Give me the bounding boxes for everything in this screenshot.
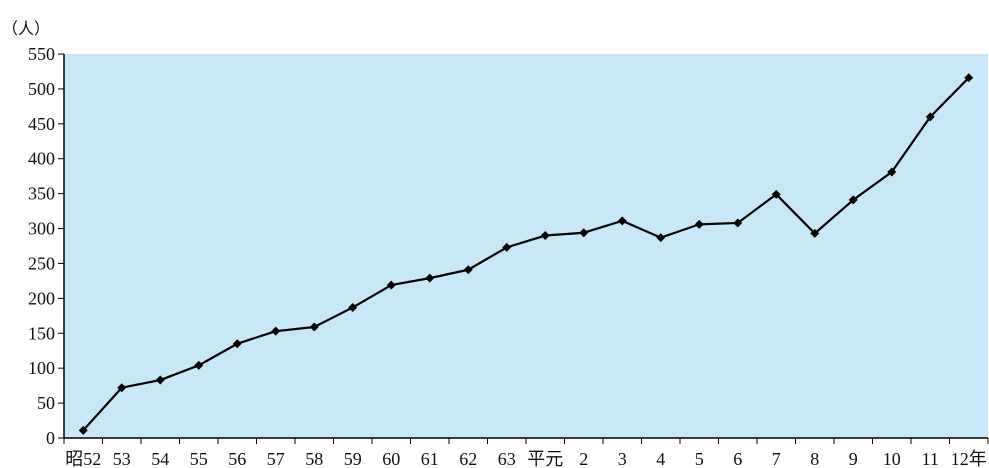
y-tick-label: 250 xyxy=(28,253,55,273)
x-tick-label: 61 xyxy=(421,449,439,468)
x-tick-label: 2 xyxy=(579,449,588,468)
data-point-marker xyxy=(694,219,704,229)
data-point-marker xyxy=(232,339,242,349)
data-point-marker xyxy=(348,302,358,312)
x-tick-label: 4 xyxy=(656,449,665,468)
y-axis-unit-label: （人） xyxy=(2,19,50,38)
y-tick-label: 150 xyxy=(28,323,55,343)
x-tick-label: 54 xyxy=(151,449,169,468)
x-tick-label: 55 xyxy=(190,449,208,468)
data-point-marker xyxy=(463,265,473,275)
series-line xyxy=(82,76,970,432)
x-tick-label: 58 xyxy=(305,449,323,468)
x-tick-label: 59 xyxy=(344,449,362,468)
data-point-marker xyxy=(386,280,396,290)
data-point-marker xyxy=(540,231,550,241)
data-point-marker xyxy=(78,425,88,435)
x-tick-label: 53 xyxy=(113,449,131,468)
data-point-marker xyxy=(617,216,627,226)
x-tick-label: 12年 xyxy=(951,449,987,468)
data-point-marker xyxy=(425,273,435,283)
data-point-marker xyxy=(271,326,281,336)
x-tick-label: 10 xyxy=(883,449,901,468)
y-tick-label: 550 xyxy=(28,44,55,64)
x-tick-label: 56 xyxy=(228,449,246,468)
y-axis: 0 50 100 150 200 250 300 350 400 450 500 550 xyxy=(28,44,65,448)
x-tick-label: 60 xyxy=(382,449,400,468)
y-tick-label: 300 xyxy=(28,219,55,239)
data-point-marker xyxy=(925,112,935,122)
x-tick-label: 11 xyxy=(922,449,939,468)
y-tick-label: 0 xyxy=(46,428,55,448)
data-point-marker xyxy=(964,73,974,83)
y-tick-label: 450 xyxy=(28,114,55,134)
data-point-marker xyxy=(733,218,743,228)
x-axis: 昭52 53 54 55 56 57 58 59 60 61 62 63 平元 2 3 4 5 6 7 8 9 10 11 1… xyxy=(63,437,989,468)
x-tick-label: 62 xyxy=(459,449,477,468)
data-point-marker xyxy=(656,233,666,243)
x-tick-label: 9 xyxy=(849,449,858,468)
data-point-marker xyxy=(117,383,127,393)
x-tick-label: 平元 xyxy=(527,449,563,468)
data-point-marker xyxy=(155,375,165,385)
plot-area xyxy=(64,54,988,438)
x-tick-label: 7 xyxy=(772,449,781,468)
data-point-marker xyxy=(771,189,781,199)
x-tick-label: 57 xyxy=(267,449,285,468)
series-group xyxy=(78,73,974,435)
y-tick-label: 200 xyxy=(28,288,55,308)
x-tick-label: 昭52 xyxy=(65,449,101,468)
y-tick-label: 100 xyxy=(28,358,55,378)
x-tick-label: 8 xyxy=(810,449,819,468)
data-point-marker xyxy=(194,360,204,370)
y-tick-label: 400 xyxy=(28,149,55,169)
data-point-marker xyxy=(810,228,820,238)
x-tick-label: 6 xyxy=(733,449,742,468)
y-tick-label: 350 xyxy=(28,184,55,204)
data-point-marker xyxy=(887,167,897,177)
x-tick-label: 3 xyxy=(618,449,627,468)
x-tick-label: 5 xyxy=(695,449,704,468)
data-point-marker xyxy=(309,322,319,332)
x-tick-label: 63 xyxy=(498,449,516,468)
y-tick-label: 50 xyxy=(37,393,55,413)
y-tick-label: 500 xyxy=(28,79,55,99)
data-point-marker xyxy=(502,242,512,252)
data-point-marker xyxy=(848,195,858,205)
data-point-marker xyxy=(579,228,589,238)
